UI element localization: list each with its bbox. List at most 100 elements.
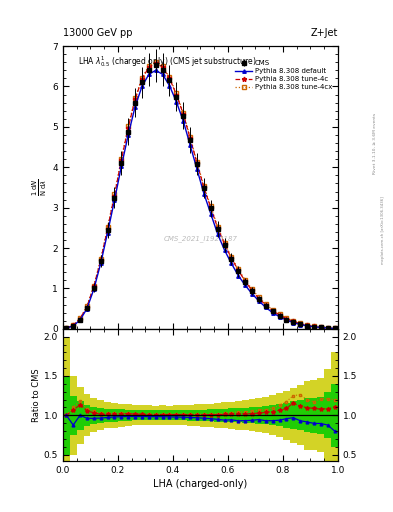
Pythia 8.308 tune-4c [181,111,185,117]
Text: LHA $\lambda^{1}_{0.5}$ (charged only) (CMS jet substructure): LHA $\lambda^{1}_{0.5}$ (charged only) (… [78,55,257,70]
Pythia 8.308 tune-4c [298,321,303,327]
Pythia 8.308 tune-4cx [332,325,337,331]
Pythia 8.308 tune-4c [160,64,165,70]
Pythia 8.308 default [174,99,179,105]
Pythia 8.308 default [215,231,220,237]
Pythia 8.308 tune-4c [325,325,330,331]
Pythia 8.308 tune-4cx [263,301,268,307]
Y-axis label: Ratio to CMS: Ratio to CMS [32,368,41,422]
Pythia 8.308 tune-4cx [229,254,234,260]
Pythia 8.308 default [126,132,130,138]
Line: Pythia 8.308 tune-4c: Pythia 8.308 tune-4c [64,60,337,331]
Pythia 8.308 tune-4c [174,92,179,98]
Pythia 8.308 tune-4c [291,318,296,325]
Pythia 8.308 default [236,272,241,279]
Pythia 8.308 tune-4cx [250,286,254,292]
Pythia 8.308 tune-4c [84,304,89,310]
Pythia 8.308 tune-4c [312,323,316,329]
Pythia 8.308 tune-4cx [160,63,165,69]
Pythia 8.308 tune-4cx [105,224,110,230]
Pythia 8.308 tune-4cx [140,75,144,81]
Pythia 8.308 default [250,291,254,297]
Pythia 8.308 default [112,197,117,203]
Pythia 8.308 tune-4cx [84,303,89,309]
Pythia 8.308 tune-4cx [195,159,199,165]
Pythia 8.308 tune-4c [147,64,151,70]
Pythia 8.308 tune-4c [78,316,83,322]
Pythia 8.308 tune-4cx [277,311,282,317]
Pythia 8.308 default [188,142,193,148]
Pythia 8.308 tune-4cx [236,266,241,272]
Pythia 8.308 tune-4c [98,257,103,263]
Pythia 8.308 tune-4c [195,160,199,166]
Pythia 8.308 tune-4c [167,75,172,81]
Pythia 8.308 default [84,306,89,312]
X-axis label: LHA (charged-only): LHA (charged-only) [153,479,248,489]
Pythia 8.308 tune-4cx [181,110,185,116]
Pythia 8.308 tune-4c [133,96,138,102]
Text: Rivet 3.1.10, ≥ 3.6M events: Rivet 3.1.10, ≥ 3.6M events [373,113,377,174]
Pythia 8.308 tune-4c [208,205,213,211]
Pythia 8.308 default [153,67,158,73]
Pythia 8.308 tune-4cx [147,63,151,69]
Pythia 8.308 default [318,325,323,331]
Pythia 8.308 default [284,317,289,323]
Pythia 8.308 tune-4c [243,278,248,284]
Legend: CMS, Pythia 8.308 default, Pythia 8.308 tune-4c, Pythia 8.308 tune-4cx: CMS, Pythia 8.308 default, Pythia 8.308 … [233,58,334,93]
Pythia 8.308 default [98,260,103,266]
Text: CMS_2021_I1920187: CMS_2021_I1920187 [163,235,237,242]
Pythia 8.308 tune-4c [284,316,289,322]
Pythia 8.308 default [270,310,275,316]
Pythia 8.308 tune-4c [277,312,282,318]
Pythia 8.308 default [160,71,165,77]
Pythia 8.308 tune-4cx [215,224,220,230]
Pythia 8.308 tune-4cx [119,156,124,162]
Pythia 8.308 tune-4c [140,76,144,82]
Pythia 8.308 default [119,163,124,169]
Pythia 8.308 tune-4c [236,267,241,273]
Pythia 8.308 tune-4c [305,322,309,328]
Pythia 8.308 tune-4c [64,325,69,331]
Pythia 8.308 tune-4cx [133,95,138,101]
Pythia 8.308 tune-4cx [126,123,130,130]
Pythia 8.308 default [305,323,309,329]
Pythia 8.308 tune-4cx [243,277,248,283]
Pythia 8.308 tune-4cx [325,325,330,331]
Pythia 8.308 tune-4cx [312,323,316,329]
Pythia 8.308 default [202,190,206,197]
Pythia 8.308 tune-4cx [284,315,289,321]
Pythia 8.308 default [105,229,110,236]
Pythia 8.308 tune-4cx [112,191,117,198]
Pythia 8.308 default [147,71,151,77]
Pythia 8.308 tune-4cx [298,320,303,326]
Pythia 8.308 tune-4cx [174,90,179,96]
Pythia 8.308 tune-4c [229,255,234,261]
Pythia 8.308 tune-4cx [78,315,83,322]
Pythia 8.308 tune-4c [202,184,206,190]
Pythia 8.308 tune-4c [119,157,124,163]
Pythia 8.308 tune-4c [257,295,261,302]
Pythia 8.308 tune-4c [92,283,96,289]
Pythia 8.308 tune-4c [250,287,254,293]
Line: Pythia 8.308 default: Pythia 8.308 default [64,69,336,330]
Pythia 8.308 default [208,210,213,217]
Pythia 8.308 tune-4cx [64,325,69,331]
Pythia 8.308 default [78,317,83,323]
Pythia 8.308 tune-4c [153,60,158,66]
Pythia 8.308 tune-4cx [270,307,275,313]
Pythia 8.308 default [243,282,248,288]
Y-axis label: $\frac{1}{\mathrm{N}} \frac{\mathrm{d}N}{\mathrm{d}\lambda}$: $\frac{1}{\mathrm{N}} \frac{\mathrm{d}N}… [31,179,50,196]
Pythia 8.308 tune-4c [71,323,75,329]
Pythia 8.308 tune-4c [112,193,117,199]
Pythia 8.308 default [298,322,303,328]
Pythia 8.308 default [291,319,296,326]
Pythia 8.308 default [195,166,199,173]
Pythia 8.308 default [167,82,172,89]
Pythia 8.308 default [64,325,69,331]
Pythia 8.308 tune-4cx [98,257,103,263]
Pythia 8.308 tune-4c [126,124,130,131]
Text: Z+Jet: Z+Jet [310,28,338,38]
Pythia 8.308 default [257,298,261,304]
Pythia 8.308 default [181,118,185,124]
Pythia 8.308 tune-4c [332,325,337,331]
